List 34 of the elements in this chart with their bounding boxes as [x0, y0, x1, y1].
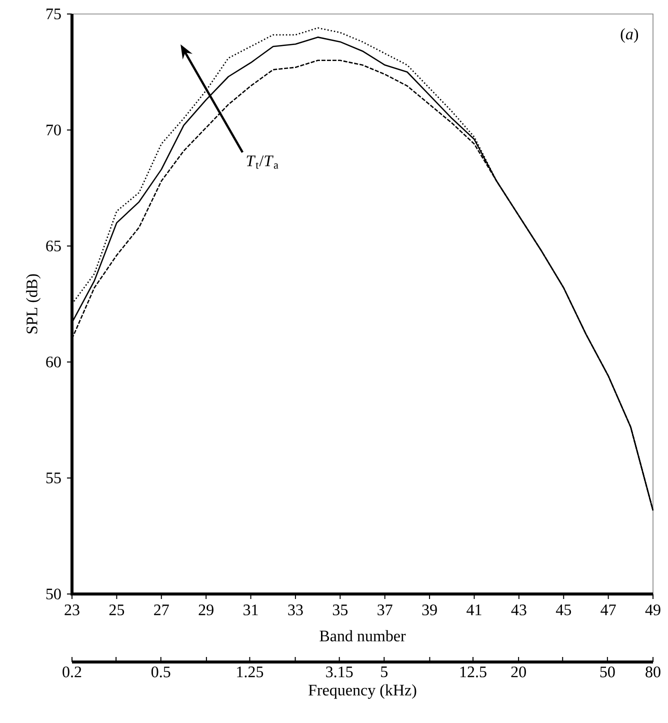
y-tick-label: 65 — [46, 240, 61, 252]
y-tick-label: 70 — [46, 124, 61, 136]
x2-tick-label: 12.5 — [460, 666, 486, 678]
x-tick-label: 23 — [64, 604, 80, 616]
x-tick-label: 49 — [645, 604, 660, 616]
x-tick-label: 33 — [288, 604, 303, 616]
x-tick-label: 35 — [332, 604, 348, 616]
annotation: (a) — [620, 28, 638, 43]
annotation: T$_{t}$/T$_{a}$ — [246, 156, 278, 169]
x2-tick-label: 3.15 — [326, 666, 353, 678]
x-tick-label: 39 — [422, 604, 437, 616]
x-tick-label: 31 — [244, 604, 258, 616]
x-tick-label: 45 — [556, 604, 571, 616]
x2-axis-title: Frequency (kHz) — [308, 684, 416, 699]
x2-tick-label: 0.2 — [62, 666, 82, 678]
x2-tick-label: 0.5 — [151, 666, 170, 678]
y-tick-label: 60 — [46, 356, 61, 368]
y-tick-label: 55 — [46, 472, 61, 484]
y-tick-label: 50 — [46, 588, 61, 600]
x-tick-label: 41 — [466, 604, 482, 616]
x2-tick-label: 50 — [600, 666, 615, 678]
x2-tick-label: 1.25 — [237, 666, 264, 678]
x2-tick-label: 20 — [511, 666, 526, 678]
x-tick-label: 37 — [378, 604, 392, 616]
x-tick-label: 25 — [109, 604, 124, 616]
x-tick-label: 29 — [198, 604, 214, 616]
x-tick-label: 47 — [600, 604, 616, 616]
x-axis-title: Band number — [320, 630, 406, 642]
x2-tick-label: 5 — [381, 666, 388, 678]
x2-tick-label: 80 — [646, 666, 660, 678]
y-tick-label: 75 — [46, 8, 61, 20]
y-axis-title: SPL (dB) — [26, 274, 41, 334]
x-tick-label: 27 — [154, 604, 169, 616]
x-tick-label: 43 — [511, 604, 526, 616]
